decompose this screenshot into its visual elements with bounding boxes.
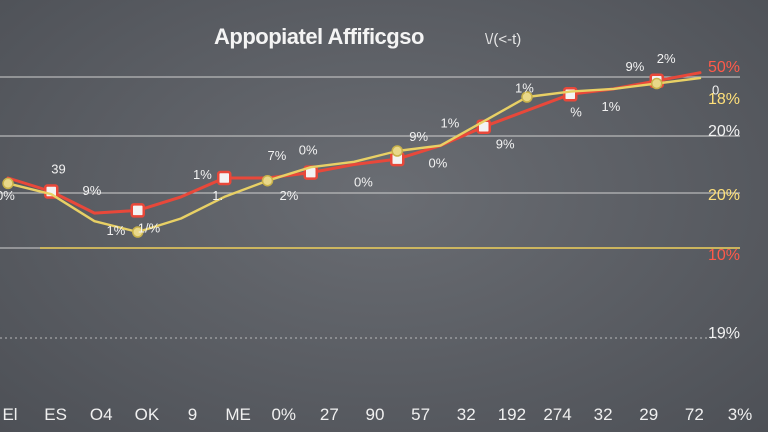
- point-label: 1.: [212, 188, 223, 203]
- x-tick-label: 0%: [271, 405, 296, 424]
- point-label: 7%: [268, 148, 287, 163]
- chart-title: Appopiatel Affificgso: [214, 24, 424, 49]
- data-point: [217, 170, 232, 186]
- point-label: 0%: [0, 188, 15, 203]
- point-label: 0%: [299, 143, 318, 158]
- point-labels: 0%391%9%1/%1%1.7%2%0%0%9%0%1%9%1%%9%1%2%…: [0, 51, 719, 238]
- chart-title-suffix: \/(<-t): [485, 31, 521, 48]
- data-point: [132, 226, 144, 238]
- y-tick-label: 10%: [708, 247, 740, 264]
- x-tick-label: El: [2, 405, 17, 424]
- point-label: 1%: [441, 116, 460, 131]
- x-tick-label: 32: [594, 405, 613, 424]
- x-tick-label: 9: [188, 405, 197, 424]
- point-label: 0: [712, 83, 719, 98]
- data-point: [261, 174, 274, 187]
- point-label: 2%: [280, 188, 299, 203]
- point-label: 2%: [657, 51, 676, 66]
- grid: [0, 76, 740, 339]
- y-tick-label: 19%: [708, 325, 740, 342]
- point-label: 1%: [107, 223, 126, 238]
- series-layer: [2, 71, 702, 238]
- y-tick-label: 20%: [708, 123, 740, 140]
- point-label: 9%: [496, 137, 515, 152]
- data-point: [2, 177, 14, 190]
- x-tick-label: 3%: [728, 405, 753, 424]
- y-tick-label: 50%: [708, 59, 740, 76]
- x-tick-label: 27: [320, 405, 339, 424]
- point-label: 1%: [602, 99, 621, 114]
- x-tick-label: OK: [135, 405, 160, 424]
- x-tick-label: 274: [543, 405, 571, 424]
- x-tick-label: ES: [44, 405, 67, 424]
- point-label: 1%: [193, 167, 212, 182]
- point-label: %: [570, 104, 582, 119]
- data-point: [391, 145, 403, 157]
- data-point: [130, 203, 145, 218]
- y-tick-label: 20%: [708, 187, 740, 204]
- x-tick-label: ME: [225, 405, 251, 424]
- x-tick-label: 57: [411, 405, 430, 424]
- point-label: 9%: [626, 59, 645, 74]
- point-label: 0%: [429, 156, 448, 171]
- data-point: [651, 77, 663, 90]
- point-label: 1/%: [138, 220, 161, 235]
- x-axis-ticks: El ES O4 OK 9 ME 0% 27 90 57 32 192 274 32 29 72 3%: [2, 405, 752, 424]
- point-label: 1%: [515, 81, 534, 96]
- x-tick-label: 90: [366, 405, 385, 424]
- point-label: 0%: [354, 175, 373, 190]
- point-label: 9%: [409, 129, 428, 144]
- data-point: [521, 91, 533, 103]
- x-tick-label: O4: [90, 405, 113, 424]
- x-tick-label: 72: [685, 405, 704, 424]
- y-tick-label: 18%: [708, 91, 740, 108]
- data-point: [563, 87, 578, 102]
- series-line: [6, 76, 702, 234]
- x-tick-label: 192: [498, 405, 526, 424]
- x-tick-label: 29: [639, 405, 658, 424]
- series-line: [6, 71, 702, 215]
- point-label: 9%: [83, 183, 102, 198]
- y-axis-ticks: 50% 18% 20% 20% 10% 19%: [708, 59, 740, 342]
- point-label: 39: [51, 162, 65, 177]
- x-tick-label: 32: [457, 405, 476, 424]
